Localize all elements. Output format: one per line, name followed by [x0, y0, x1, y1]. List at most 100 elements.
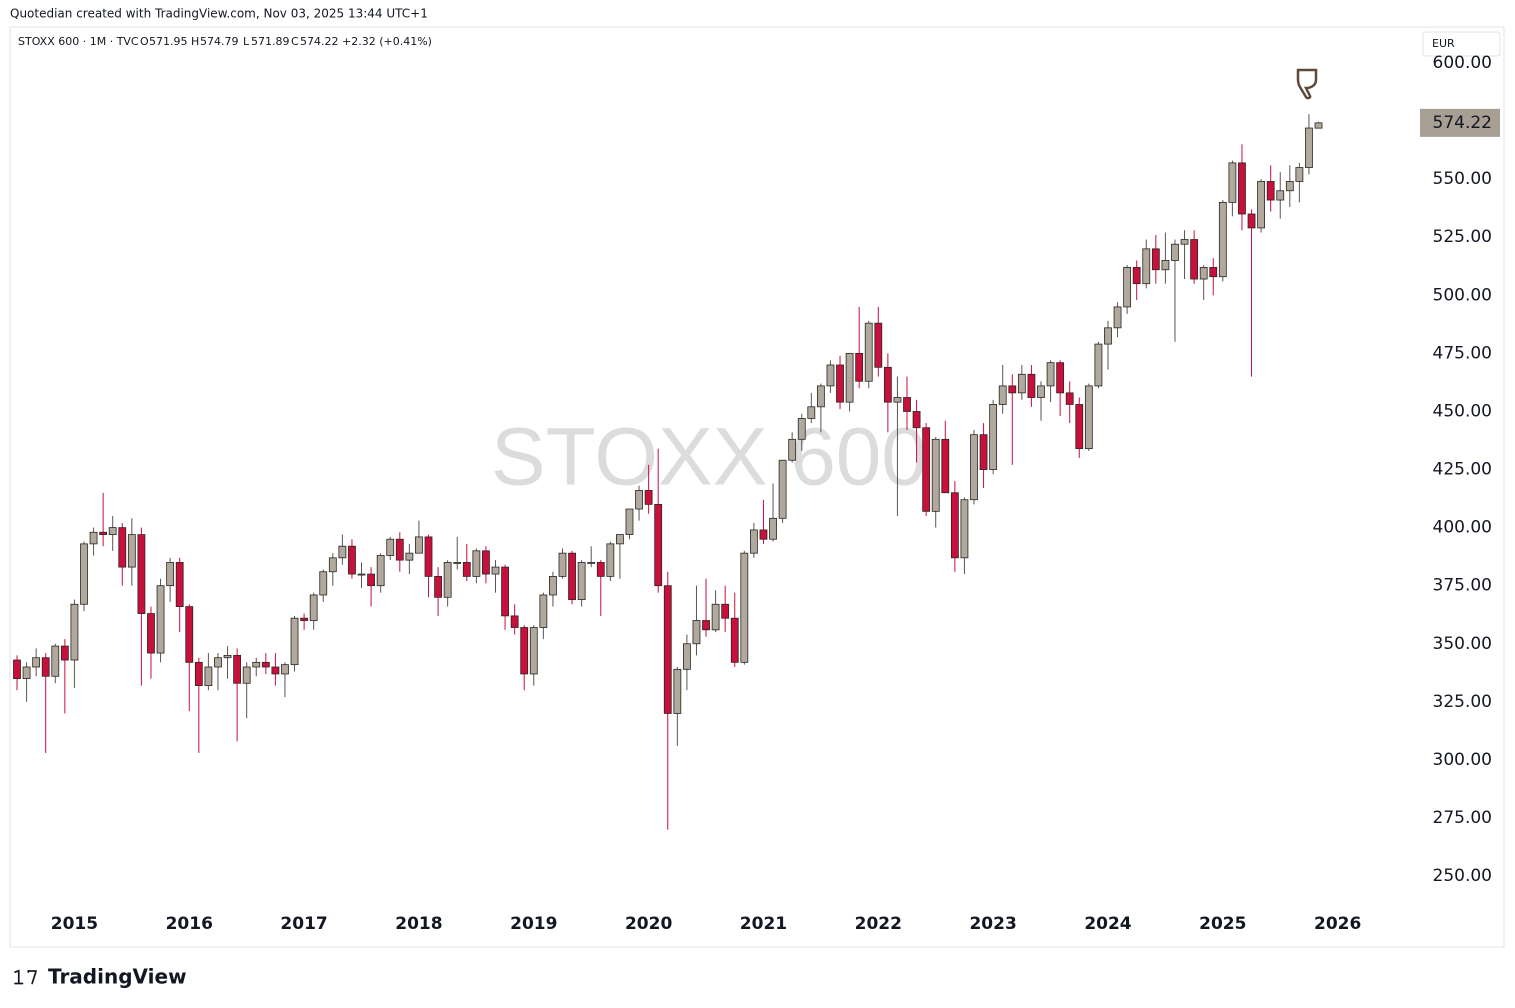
candle-body [740, 552, 749, 663]
x-tick-label: 2021 [740, 914, 787, 934]
candle-body [883, 366, 892, 403]
candle-body [1247, 213, 1256, 229]
candle-body [654, 503, 663, 587]
candle-body [769, 517, 777, 540]
candle-body [903, 397, 911, 412]
candle-body [673, 668, 682, 714]
candle-body [874, 322, 883, 368]
candle-body [721, 603, 730, 619]
y-tick-label: 300.00 [1433, 750, 1492, 770]
x-tick-label: 2015 [51, 914, 98, 934]
y-tick-label: 275.00 [1433, 808, 1492, 828]
logo-text: TradingView [48, 965, 187, 989]
candle-body [80, 543, 88, 605]
candle-body [797, 418, 806, 440]
candle-body [472, 550, 481, 577]
y-tick-label: 450.00 [1433, 401, 1492, 421]
low-label: L [243, 35, 250, 48]
candle-body [864, 322, 873, 382]
x-tick-label: 2019 [510, 914, 557, 934]
candle-body [214, 657, 222, 668]
y-tick-label: 400.00 [1433, 518, 1492, 538]
x-tick-label: 2016 [166, 914, 213, 934]
high-value: 574.79 [200, 35, 239, 48]
candle-body [749, 529, 758, 554]
candle-body [1171, 243, 1179, 261]
candle-body [855, 352, 864, 382]
open-value: 571.95 [149, 35, 188, 48]
candle-body [60, 645, 69, 661]
y-tick-label: 350.00 [1433, 634, 1492, 654]
candle-body [434, 575, 442, 598]
candle-body [1180, 239, 1189, 245]
candle-body [1151, 248, 1160, 271]
candle-body [558, 552, 567, 577]
candle-body [99, 531, 108, 535]
candle-body [960, 499, 969, 559]
y-tick-label: 425.00 [1433, 460, 1492, 480]
candle-body [22, 666, 31, 680]
candle-body [587, 562, 596, 564]
candle-body [405, 552, 414, 561]
candle-body [1228, 162, 1237, 203]
candle-body [683, 643, 691, 670]
candle-body [501, 566, 509, 617]
currency-box[interactable] [1422, 31, 1501, 57]
candle-body [989, 404, 998, 470]
candle-body [376, 555, 385, 587]
candle-body [635, 490, 643, 510]
candle-body [233, 654, 242, 684]
candle-body [319, 571, 328, 596]
x-tick-label: 2023 [969, 914, 1016, 934]
candle-body [41, 657, 50, 677]
candle-body [663, 585, 672, 714]
candle-body [778, 459, 787, 519]
candle-body [1257, 181, 1265, 229]
candle-body [300, 617, 309, 621]
candle-body [1046, 362, 1055, 387]
candle-body [912, 411, 921, 429]
candle-body [577, 562, 586, 601]
candle-body [702, 620, 710, 631]
candle-body [1266, 181, 1275, 201]
candle-body [510, 615, 519, 628]
candle-body [348, 545, 356, 575]
x-tick-label: 2018 [395, 914, 442, 934]
candle-body [108, 527, 117, 535]
x-tick-label: 2022 [855, 914, 902, 934]
candle-body [194, 661, 203, 686]
candle-body [826, 364, 835, 387]
candle-body [568, 552, 576, 601]
candle-body [328, 557, 337, 573]
candle-body [1132, 267, 1141, 285]
candle-body [1056, 362, 1065, 394]
candle-body [290, 617, 299, 666]
candle-body [520, 627, 529, 675]
candle-body [127, 534, 136, 568]
watermark: STOXX 600 [491, 412, 927, 503]
x-tick-label: 2026 [1314, 914, 1361, 934]
candle-body [89, 531, 98, 545]
candle-body [1218, 201, 1227, 278]
candle-body [395, 538, 404, 561]
candle-body [204, 666, 213, 686]
candle-body [1008, 385, 1017, 394]
candle-body [1065, 392, 1074, 405]
candle-body [692, 620, 701, 645]
x-tick-label: 2017 [280, 914, 327, 934]
candle-body [175, 562, 184, 607]
candle-body [1276, 190, 1285, 201]
candle-body [185, 606, 194, 663]
candle-body [338, 545, 347, 559]
candle-body [32, 657, 41, 668]
y-tick-label: 325.00 [1433, 692, 1492, 712]
candle-body [491, 566, 500, 575]
credit: Quotedian created with TradingView.com, … [10, 7, 428, 21]
candle-body [1142, 248, 1151, 285]
candle-body [1037, 385, 1045, 398]
candle-body [1075, 404, 1084, 450]
y-tick-label: 250.00 [1433, 866, 1492, 886]
candle-body [998, 385, 1007, 405]
y-tick-label: 375.00 [1433, 576, 1492, 596]
candle-body [1094, 343, 1103, 387]
